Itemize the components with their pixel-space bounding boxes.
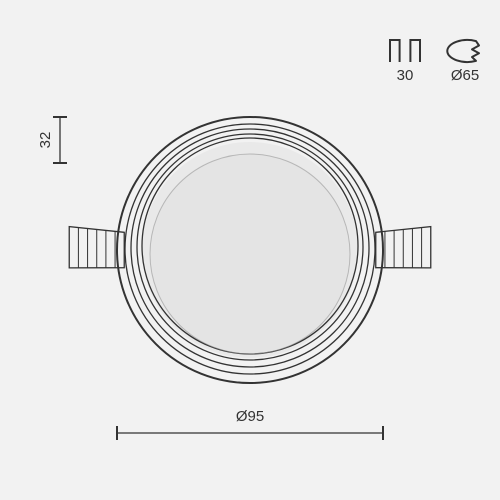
dimension-width: Ø95 (117, 408, 383, 440)
cutout-icon: Ø65 (447, 40, 479, 84)
dimension-height: 32 (37, 117, 67, 163)
clip-icon: 30 (390, 40, 420, 84)
spring-clip-right (376, 227, 431, 268)
tech-drawing: Ø95 32 30 Ø65 (0, 0, 500, 500)
cutout-icon-label: Ø65 (451, 67, 479, 84)
clip-icon-label: 30 (397, 67, 414, 84)
spring-clip-left (69, 227, 124, 268)
recessed-face (150, 154, 350, 354)
dimension-width-label: Ø95 (236, 408, 264, 425)
dimension-height-label: 32 (37, 132, 54, 149)
